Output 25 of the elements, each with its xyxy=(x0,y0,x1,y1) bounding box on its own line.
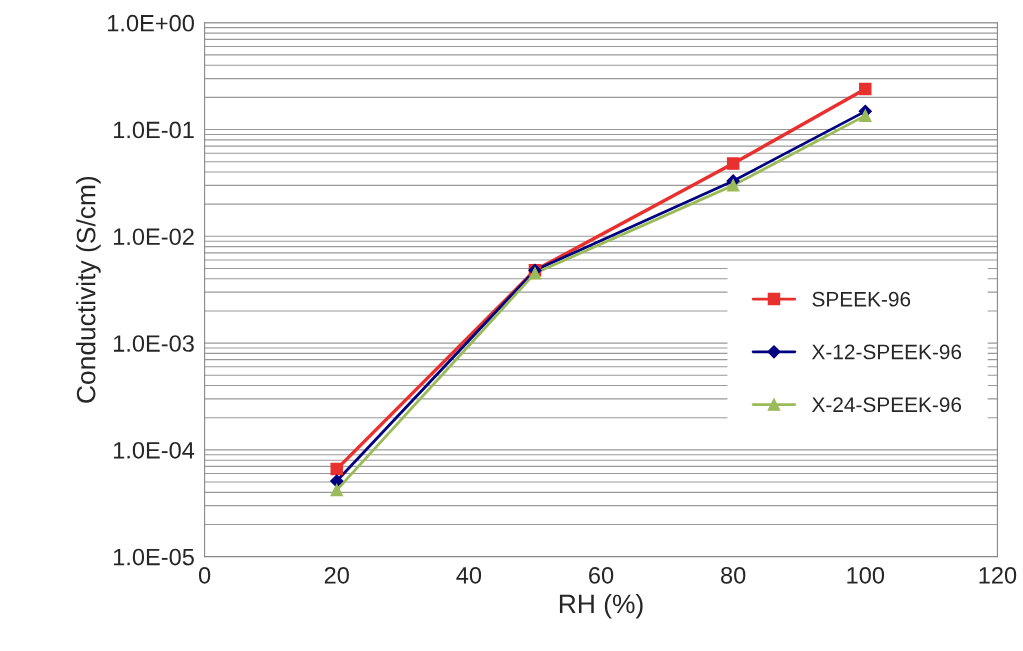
point xyxy=(726,157,740,170)
x-tick-label: 100 xyxy=(847,566,885,584)
legend-label: X-24-SPEEK-96 xyxy=(811,397,962,413)
point xyxy=(330,462,343,476)
x-tick-label: 80 xyxy=(721,566,746,584)
y-tick-label: 1.0E+00 xyxy=(108,14,194,32)
point xyxy=(859,82,872,96)
x-tick-label: 40 xyxy=(456,566,482,584)
y-tick-label: 1.0E-05 xyxy=(113,548,194,566)
x-tick-label: 60 xyxy=(589,566,614,584)
y-tick-label: 1.0E-01 xyxy=(113,121,194,139)
x-tick-label: 0 xyxy=(198,566,211,584)
x-tick-label: 120 xyxy=(979,566,1017,584)
legend-label: SPEEK-96 xyxy=(812,291,911,307)
point xyxy=(330,474,344,488)
y-tick-label: 1.0E-04 xyxy=(113,441,195,459)
point xyxy=(859,109,872,122)
y-tick-label: 1.0E-03 xyxy=(113,335,194,352)
y-axis-title: Conductivity (S/cm) xyxy=(76,176,101,403)
point xyxy=(330,483,343,497)
x-axis-title: RH (%) xyxy=(559,593,643,619)
legend-label: X-12-SPEEK-96 xyxy=(811,344,962,360)
y-tick-label: 1.0E-02 xyxy=(113,228,194,246)
x-tick-label: 20 xyxy=(324,566,349,584)
point xyxy=(726,179,740,192)
